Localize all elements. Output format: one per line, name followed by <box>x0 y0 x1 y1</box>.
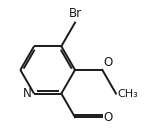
Text: Br: Br <box>68 7 82 20</box>
Text: N: N <box>23 87 32 100</box>
Text: CH₃: CH₃ <box>117 89 138 99</box>
Text: O: O <box>104 111 113 124</box>
Text: O: O <box>104 56 113 69</box>
